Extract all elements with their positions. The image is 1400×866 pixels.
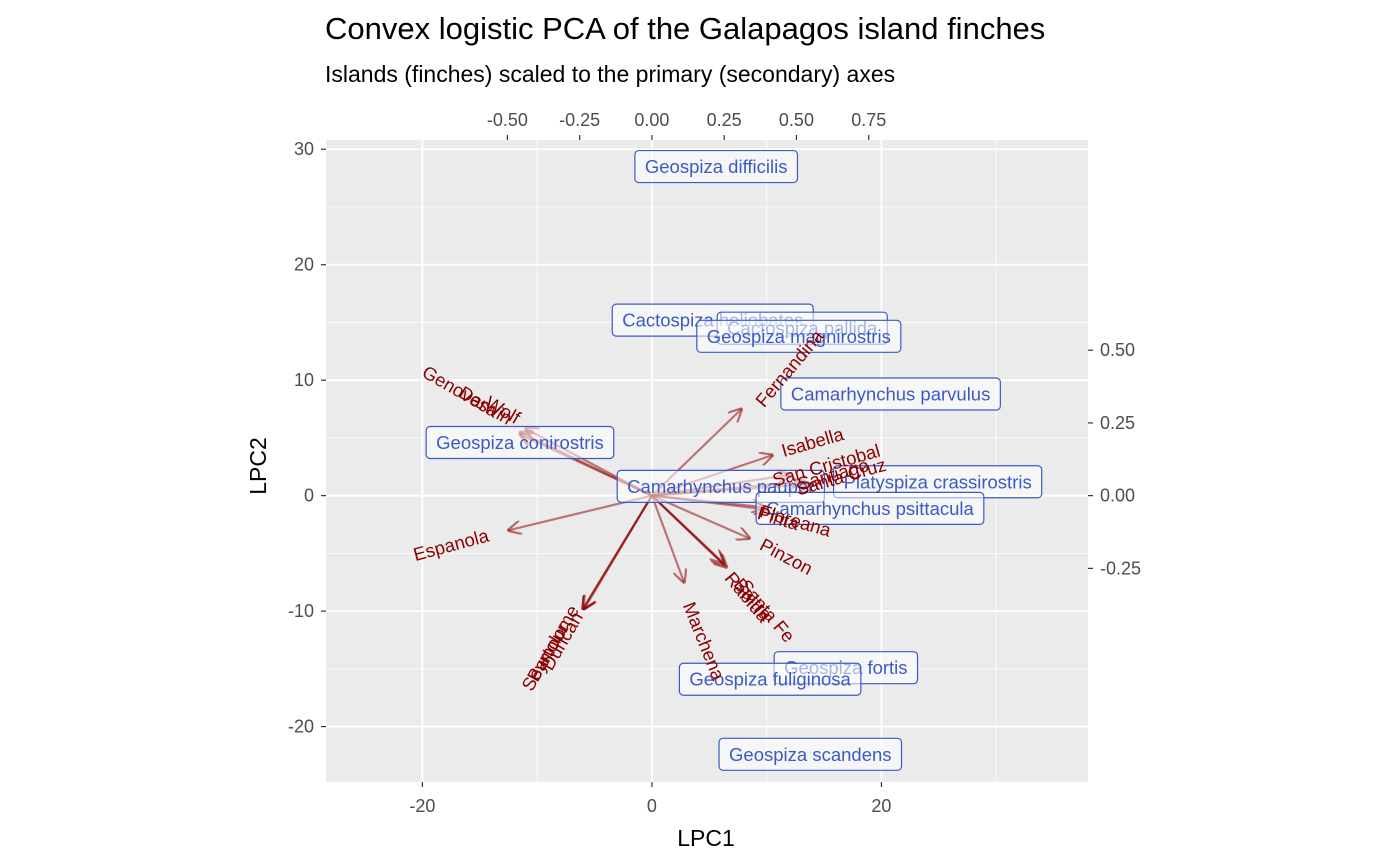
finch-label-text: Geospiza conirostris (436, 432, 604, 453)
finch-label-box (780, 377, 1001, 411)
finch-label-box (678, 662, 862, 696)
finch-label-box (634, 149, 799, 184)
island-arrow (651, 494, 723, 563)
finch-label: Camarhynchus pauper (616, 469, 825, 504)
y-tick-label: 30 (294, 139, 314, 159)
chart-subtitle: Islands (finches) scaled to the primary … (325, 61, 895, 87)
finch-label-text: Camarhynchus pauper (627, 476, 814, 497)
secondary-y-tick-label: -0.25 (1100, 558, 1141, 578)
y-tick-label: -20 (288, 717, 314, 737)
secondary-x-tick-label: 0.50 (779, 110, 814, 130)
x-axis-label: LPC1 (677, 825, 735, 851)
finch-label-text: Geospiza magnirostris (707, 326, 891, 347)
finch-label-text: Camarhynchus parvulus (791, 384, 990, 405)
y-axis-label: LPC2 (245, 437, 271, 495)
axes: -20 0 20 -20 -10 0 10 20 30 -0.50 -0.25 0.00 0.25 0.5… (288, 110, 1141, 816)
y-tick-label: 0 (304, 486, 314, 506)
finch-label-text: Platyspiza crassirostris (844, 471, 1032, 492)
finch-label-box (696, 319, 902, 353)
finch-label-text: Geospiza scandens (729, 744, 892, 765)
finch-label: Geospiza fuliginosa (678, 662, 862, 696)
secondary-x-tick-label: 0.25 (707, 110, 742, 130)
chart-title: Convex logistic PCA of the Galapagos isl… (325, 11, 1045, 46)
x-tick-label: 0 (647, 796, 657, 816)
secondary-x-tick-label: 0.00 (634, 110, 669, 130)
x-tick-label: -20 (409, 796, 435, 816)
secondary-y-tick-label: 0.00 (1100, 486, 1135, 506)
island-arrow (650, 495, 684, 583)
finch-label: Camarhynchus parvulus (780, 377, 1001, 411)
secondary-x-tick-label: -0.25 (559, 110, 600, 130)
secondary-y-tick-label: 0.25 (1100, 413, 1135, 433)
secondary-y-tick-label: 0.50 (1100, 340, 1135, 360)
y-tick-label: 10 (294, 370, 314, 390)
secondary-x-tick-label: -0.50 (487, 110, 528, 130)
y-tick-label: 20 (294, 255, 314, 275)
finch-label: Geospiza scandens (718, 737, 903, 771)
finch-label-box (755, 491, 985, 525)
y-tick-label: -10 (288, 601, 314, 621)
finch-label-text: Camarhynchus psittacula (766, 498, 974, 519)
finch-label: Camarhynchus psittacula (755, 491, 985, 525)
finch-label: Geospiza conirostris (425, 425, 615, 460)
finch-label-text: Geospiza difficilis (645, 156, 788, 177)
island-arrow (584, 495, 653, 609)
x-tick-label: 20 (871, 796, 891, 816)
finch-label: Geospiza difficilis (634, 149, 799, 184)
finch-label-box (425, 425, 615, 460)
finch-label-box (718, 737, 903, 771)
secondary-x-tick-label: 0.75 (851, 110, 886, 130)
finch-label: Geospiza magnirostris (696, 319, 902, 353)
finch-label-text: Geospiza fuliginosa (689, 669, 851, 690)
